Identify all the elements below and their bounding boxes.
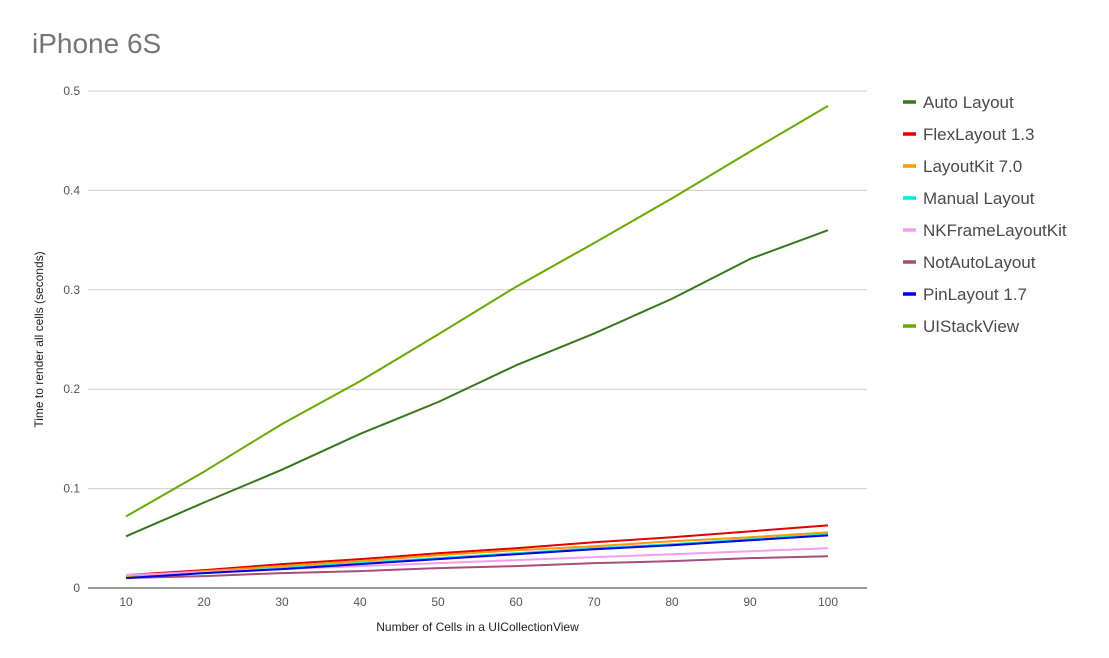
y-tick-label: 0	[73, 581, 80, 595]
x-tick-label: 30	[275, 595, 289, 609]
legend-label: LayoutKit 7.0	[923, 157, 1022, 176]
legend-label: FlexLayout 1.3	[923, 125, 1035, 144]
y-axis-ticks: 0 0.1 0.2 0.3 0.4 0.5	[63, 84, 80, 595]
legend-label: NKFrameLayoutKit	[923, 221, 1067, 240]
x-tick-label: 70	[587, 595, 601, 609]
y-axis-title: Time to render all cells (seconds)	[32, 251, 46, 427]
legend: Auto Layout FlexLayout 1.3 LayoutKit 7.0 Ma…	[903, 93, 1067, 336]
series-line	[125, 524, 829, 577]
legend-item: FlexLayout 1.3	[903, 125, 1035, 144]
chart-title: iPhone 6S	[32, 28, 162, 59]
legend-label: Auto Layout	[923, 93, 1014, 112]
series-line	[125, 105, 829, 518]
legend-item: Manual Layout	[903, 189, 1035, 208]
x-tick-label: 100	[818, 595, 838, 609]
series-line	[125, 531, 829, 578]
gridlines	[88, 90, 867, 589]
x-tick-label: 10	[119, 595, 133, 609]
x-axis-ticks: 10 20 30 40 50 60 70 80 90 100	[119, 595, 838, 609]
x-tick-label: 40	[353, 595, 367, 609]
series-line	[125, 229, 829, 538]
x-axis-title: Number of Cells in a UICollectionView	[376, 620, 579, 634]
y-tick-label: 0.1	[63, 482, 80, 496]
x-tick-label: 50	[431, 595, 445, 609]
x-tick-label: 90	[743, 595, 757, 609]
series-lines	[125, 105, 829, 580]
series-line	[125, 555, 829, 580]
legend-item: PinLayout 1.7	[903, 285, 1027, 304]
legend-item: NotAutoLayout	[903, 253, 1036, 272]
legend-label: Manual Layout	[923, 189, 1035, 208]
series-line	[125, 534, 829, 580]
y-tick-label: 0.2	[63, 382, 80, 396]
x-tick-label: 60	[509, 595, 523, 609]
legend-item: UIStackView	[903, 317, 1020, 336]
y-tick-label: 0.4	[63, 183, 80, 197]
legend-label: NotAutoLayout	[923, 253, 1036, 272]
legend-item: LayoutKit 7.0	[903, 157, 1022, 176]
legend-label: UIStackView	[923, 317, 1020, 336]
x-tick-label: 80	[665, 595, 679, 609]
x-tick-label: 20	[197, 595, 211, 609]
y-tick-label: 0.5	[63, 84, 80, 98]
legend-item: NKFrameLayoutKit	[903, 221, 1067, 240]
y-tick-label: 0.3	[63, 283, 80, 297]
legend-label: PinLayout 1.7	[923, 285, 1027, 304]
legend-item: Auto Layout	[903, 93, 1014, 112]
